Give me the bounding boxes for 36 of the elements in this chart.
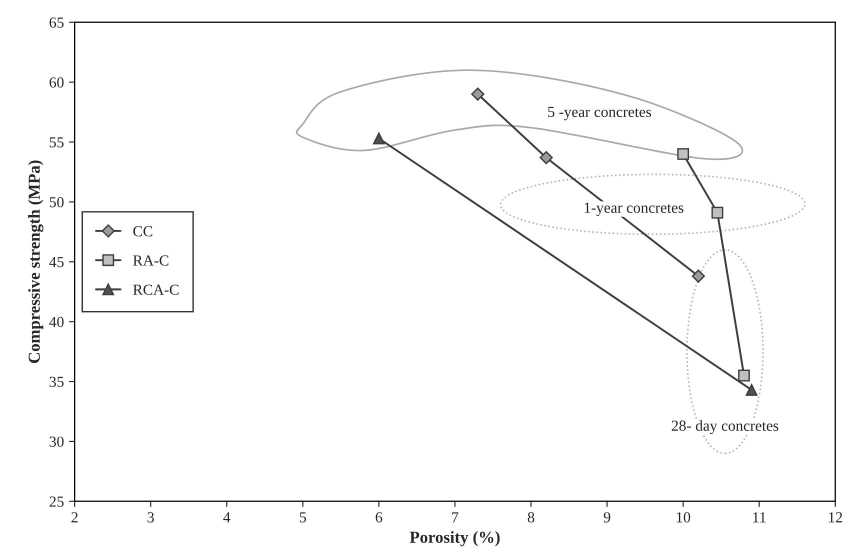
point: [746, 384, 758, 396]
x-tick-label: 11: [753, 512, 766, 522]
y-tick-label: 35: [50, 376, 64, 387]
annotation: 28- day concretes: [672, 420, 778, 434]
x-tick-label: 5: [300, 512, 306, 522]
legend-label: CC: [133, 226, 152, 236]
x-tick-label: 4: [223, 512, 230, 522]
y-tick-label: 45: [49, 257, 64, 268]
y-tick-label: 60: [50, 77, 64, 88]
y-axis-title: Compressive strength (MPa): [28, 160, 44, 363]
x-tick-label: 6: [376, 512, 382, 522]
y-tick-label: 55: [50, 137, 64, 148]
y-tick-label: 65: [50, 17, 64, 28]
x-tick-label: 9: [604, 512, 610, 522]
point: [738, 370, 750, 382]
y-tick-label: 30: [50, 436, 64, 447]
point: [471, 88, 484, 101]
point: [540, 151, 553, 164]
y-tick-label: 40: [49, 316, 64, 328]
point: [677, 148, 690, 160]
x-tick-label: 8: [528, 512, 534, 522]
x-tick-label: 7: [452, 512, 458, 522]
x-tick-label: 3: [148, 512, 154, 522]
x-tick-label: 2: [71, 512, 78, 522]
y-tick-label: 25: [50, 496, 64, 507]
legend-label: RA-C: [133, 255, 168, 266]
point: [372, 132, 385, 144]
x-tick-label: 10: [676, 512, 690, 522]
x-axis-title: Porosity (%): [410, 531, 500, 546]
annotation: 5 -year concretes: [548, 106, 652, 120]
point: [711, 206, 724, 219]
y-tick-label: 50: [50, 197, 64, 208]
legend-label: RCA-C: [133, 284, 179, 295]
annotation: 1-year concretes: [584, 202, 684, 216]
x-tick-label: 12: [828, 512, 842, 522]
point: [692, 270, 705, 283]
